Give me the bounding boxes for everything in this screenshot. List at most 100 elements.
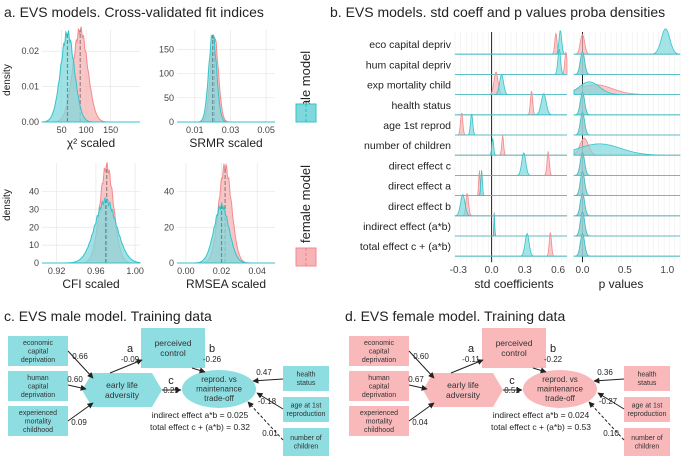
edge-age xyxy=(597,392,625,410)
edge-human xyxy=(67,384,87,391)
n-children-box xyxy=(283,428,329,456)
panel-b-title: b. EVS models. std coeff and p values pr… xyxy=(330,4,665,20)
n-children-label: number of xyxy=(290,435,322,442)
coef-exp: 0.04 xyxy=(412,418,428,427)
coef-econ: 0.66 xyxy=(72,352,88,361)
row-label: age 1st reprod xyxy=(383,120,451,132)
edge-a xyxy=(109,359,143,374)
y-tick-label: 10 xyxy=(29,240,39,250)
x-tick-label: 100 xyxy=(79,125,94,135)
path-a-value: -0.09 xyxy=(121,355,140,364)
health-status-label: status xyxy=(297,380,316,387)
y-tick-label: 40 xyxy=(29,187,39,197)
coef-age: -0.27 xyxy=(599,397,618,406)
male-ridge xyxy=(573,91,680,116)
x-tick-label: 50 xyxy=(57,125,67,135)
age-1st-repro-label: age at 1st xyxy=(632,403,663,410)
row-label: number of children xyxy=(364,140,451,152)
male-ridge xyxy=(573,232,680,257)
exp-mortality-box xyxy=(349,406,409,436)
path-c-letter: c xyxy=(168,375,174,387)
coef-children: 0.10 xyxy=(603,429,619,438)
econ-capital-label: deprivation xyxy=(362,357,396,364)
male-ridge xyxy=(454,193,567,217)
edge-age xyxy=(256,392,284,410)
x-tick-label: 0.01 xyxy=(186,125,204,135)
health-status-label: status xyxy=(638,380,657,387)
coef-exp: 0.09 xyxy=(71,418,87,427)
coef-human: 0.67 xyxy=(408,375,424,384)
coef-axis-label: std coefficients xyxy=(474,277,553,291)
age-1st-repro-label: age at 1st xyxy=(291,403,322,410)
exp-mortality-label: mortality xyxy=(366,418,393,425)
x-tick-label: 0.96 xyxy=(87,266,105,276)
tradeoff-label: trade-off xyxy=(204,394,234,403)
econ-capital-label: economic xyxy=(364,340,394,347)
male-ridge xyxy=(455,74,567,95)
male-ridge xyxy=(574,28,681,55)
econ-capital-box xyxy=(349,336,409,366)
edge-a xyxy=(450,359,484,374)
human-capital-label: human xyxy=(27,375,49,382)
exp-mortality-box xyxy=(8,406,68,436)
exp-mortality-label: childhood xyxy=(364,427,394,434)
path-a-letter: a xyxy=(127,343,134,355)
y-tick-label: 50 xyxy=(164,93,174,103)
edge-exp xyxy=(408,402,435,422)
path-c-letter: c xyxy=(509,375,515,387)
n-children-box xyxy=(624,428,670,456)
male-ridge xyxy=(455,113,567,136)
x-axis-label: SRMR scaled xyxy=(189,136,262,150)
x-tick-label: 0.0 xyxy=(485,265,499,276)
male-ridge xyxy=(455,170,567,196)
male-ridge xyxy=(455,93,567,116)
x-axis-label: χ² scaled xyxy=(67,136,115,150)
y-tick-label: 0 xyxy=(34,258,39,268)
age-1st-repro-label: reproduction xyxy=(287,411,326,418)
legend-male-label: male model xyxy=(298,51,313,118)
y-tick-label: 20 xyxy=(29,222,39,232)
early-life-adversity-label: adversity xyxy=(446,390,481,400)
x-tick-label: 0.04 xyxy=(248,266,266,276)
y-tick-label: 0.00 xyxy=(21,117,39,127)
path-b-letter: b xyxy=(550,343,556,355)
human-capital-label: human xyxy=(368,375,390,382)
y-tick-label: 30 xyxy=(29,204,39,214)
age-1st-repro-box xyxy=(283,397,329,422)
perceived-control-label: perceived xyxy=(155,338,192,348)
male-ridge xyxy=(573,51,680,75)
row-label: total effect c + (a*b) xyxy=(360,241,451,253)
tradeoff-shape xyxy=(523,370,597,408)
row-label: direct effect b xyxy=(388,201,451,213)
row-label: health status xyxy=(391,100,451,112)
age-1st-repro-label: reproduction xyxy=(628,411,667,418)
econ-capital-label: deprivation xyxy=(21,357,55,364)
male-ridge xyxy=(573,143,681,156)
indirect-effect-text: indirect effect a*b = 0.024 xyxy=(493,410,590,420)
male-model-diagram: perceivedcontroleconomiccapitaldeprivati… xyxy=(8,328,329,456)
y-tick-label: 0 xyxy=(169,258,174,268)
edge-econ xyxy=(408,350,435,379)
total-effect-text: total effect c + (a*b) = 0.32 xyxy=(150,422,250,432)
health-status-label: health xyxy=(296,372,315,379)
exp-mortality-label: experienced xyxy=(360,410,398,417)
total-effect-text: total effect c + (a*b) = 0.53 xyxy=(491,422,591,432)
path-b-value: -0.26 xyxy=(203,355,222,364)
path-a-value: -0.11 xyxy=(462,355,480,364)
edge-health xyxy=(252,377,284,384)
panel-c-title: c. EVS male model. Training data xyxy=(4,308,212,324)
econ-capital-label: capital xyxy=(369,348,390,355)
row-label: direct effect a xyxy=(388,181,451,193)
tradeoff-label: reprod. vs xyxy=(201,375,237,384)
early-life-adversity-label: early life xyxy=(106,380,138,390)
perceived-control-label: control xyxy=(501,348,527,358)
perceived-control-box xyxy=(482,328,546,368)
coef-age: -0.18 xyxy=(258,397,277,406)
perceived-control-box xyxy=(141,328,205,368)
tradeoff-label: trade-off xyxy=(545,394,575,403)
fit-chisq-plot: 50 100 150 0.00 0.01 0.02 χ² scaled xyxy=(21,26,140,150)
x-tick-label: 0.0 xyxy=(576,265,590,276)
edge-children xyxy=(588,401,625,441)
x-axis-label: RMSEA scaled xyxy=(186,277,266,291)
male-ridge xyxy=(573,81,680,95)
